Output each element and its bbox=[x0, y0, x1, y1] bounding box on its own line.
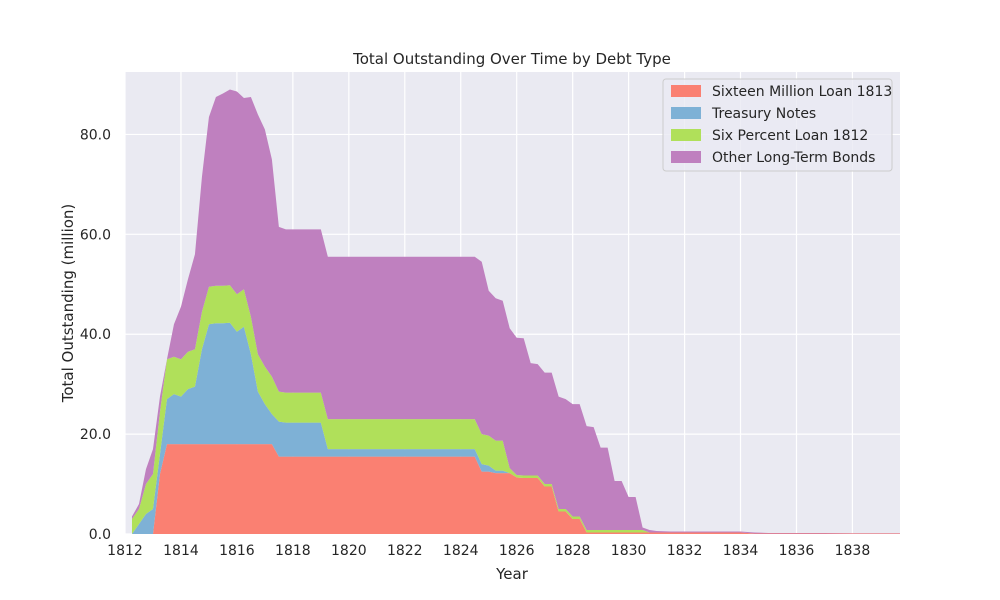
area-series-3 bbox=[131, 89, 901, 534]
chart-title: Total Outstanding Over Time by Debt Type bbox=[352, 50, 671, 68]
y-axis-label: Total Outstanding (million) bbox=[59, 204, 77, 404]
x-tick-label: 1818 bbox=[275, 543, 311, 559]
x-tick-label: 1824 bbox=[443, 543, 479, 559]
y-tick-label: 20.0 bbox=[80, 427, 111, 443]
x-tick-label: 1820 bbox=[331, 543, 367, 559]
y-tick-label: 40.0 bbox=[80, 327, 111, 343]
legend-label: Other Long-Term Bonds bbox=[712, 150, 875, 166]
legend-swatch bbox=[671, 151, 701, 163]
y-tick-label: 60.0 bbox=[80, 227, 111, 243]
area-series-1 bbox=[131, 322, 901, 534]
y-tick-label: 80.0 bbox=[80, 127, 111, 143]
x-axis-label: Year bbox=[495, 565, 529, 583]
legend-label: Treasury Notes bbox=[711, 106, 816, 122]
area-series-0 bbox=[131, 444, 901, 534]
legend-label: Six Percent Loan 1812 bbox=[712, 128, 868, 144]
legend-swatch bbox=[671, 107, 701, 119]
legend-frame bbox=[662, 78, 893, 172]
x-tick-label: 1836 bbox=[779, 543, 815, 559]
x-axis-ticks: 1812 1814 1816 1818 1820 1822 1824 1826 1828 1830… bbox=[107, 543, 870, 559]
x-tick-label: 1822 bbox=[387, 543, 423, 559]
y-tick-label: 0.0 bbox=[89, 527, 111, 543]
stacked-areas bbox=[131, 89, 901, 534]
area-series-2 bbox=[131, 285, 901, 534]
x-tick-label: 1816 bbox=[219, 543, 255, 559]
x-tick-label: 1832 bbox=[667, 543, 703, 559]
x-tick-label: 1830 bbox=[611, 543, 647, 559]
y-axis-ticks: 0.0 20.0 40.0 60.0 80.0 bbox=[80, 127, 111, 543]
x-tick-label: 1826 bbox=[499, 543, 535, 559]
legend-swatch bbox=[671, 85, 701, 97]
x-tick-label: 1828 bbox=[555, 543, 591, 559]
x-tick-label: 1814 bbox=[163, 543, 199, 559]
legend: Sixteen Million Loan 1813 Treasury Notes S… bbox=[662, 78, 893, 172]
legend-swatch bbox=[671, 129, 701, 141]
x-tick-label: 1812 bbox=[107, 543, 143, 559]
x-tick-label: 1834 bbox=[723, 543, 759, 559]
legend-label: Sixteen Million Loan 1813 bbox=[712, 84, 892, 100]
x-tick-label: 1838 bbox=[835, 543, 871, 559]
